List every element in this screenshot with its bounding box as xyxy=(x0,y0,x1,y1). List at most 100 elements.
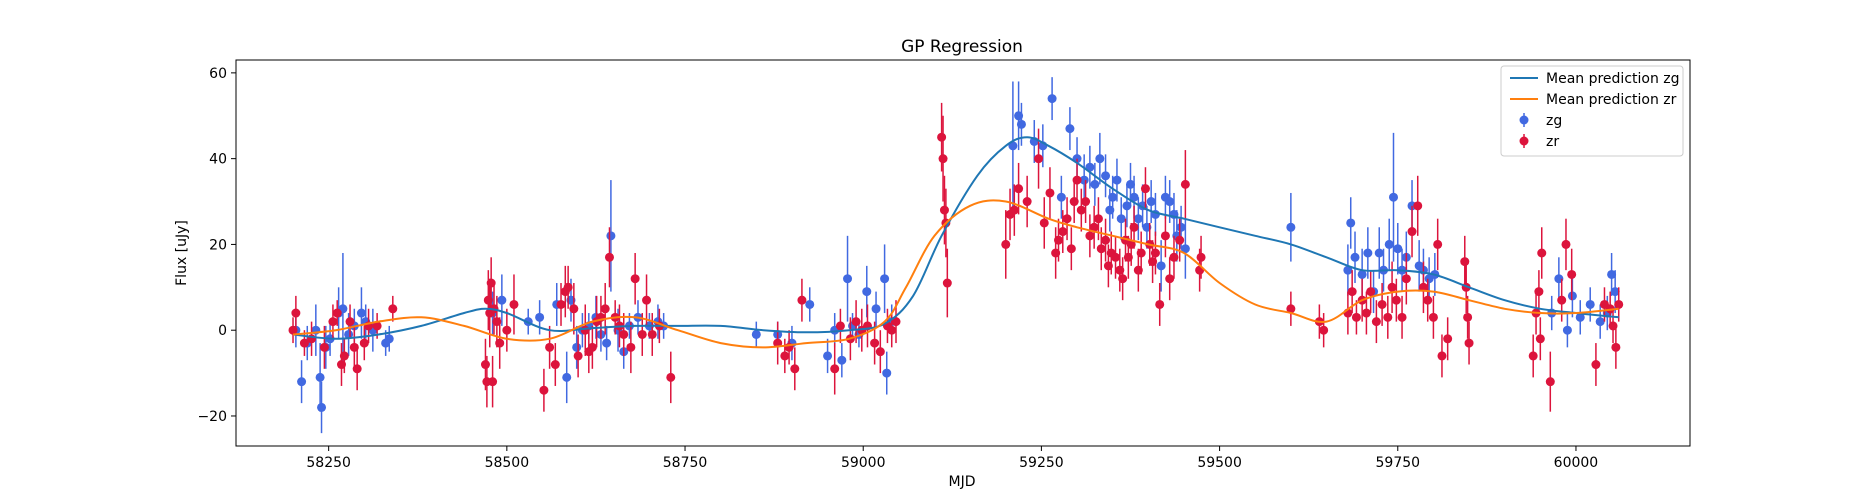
x-axis-label: MJD xyxy=(949,474,976,490)
data-point-zg xyxy=(1575,300,1585,335)
data-point-zr xyxy=(1169,235,1179,279)
plot-frame xyxy=(235,59,1691,447)
data-point-zr xyxy=(495,317,505,369)
data-point-zg xyxy=(1056,175,1066,219)
data-point-zr xyxy=(1096,227,1106,271)
data-point-zg xyxy=(823,338,833,374)
data-point-zr xyxy=(1085,214,1095,258)
x-tick-label: 58750 xyxy=(663,455,708,471)
data-point-zr xyxy=(1160,214,1170,258)
data-point-zr xyxy=(509,274,519,335)
data-point-zg xyxy=(1393,222,1403,275)
data-point-zr xyxy=(332,300,342,326)
data-point-zr xyxy=(600,283,610,335)
data-point-zr xyxy=(1165,257,1175,301)
data-point-zg xyxy=(1116,197,1126,241)
data-point-zg xyxy=(1101,154,1111,198)
data-point-zr xyxy=(619,313,629,356)
data-point-zr xyxy=(1413,175,1423,236)
data-point-zg xyxy=(1065,107,1075,151)
data-point-zr xyxy=(1537,227,1547,279)
data-point-zr xyxy=(1371,300,1381,344)
data-point-zr xyxy=(626,321,636,374)
legend-label-zr-points: zr xyxy=(1546,134,1559,150)
data-point-zr xyxy=(630,253,640,305)
data-point-zr xyxy=(1136,231,1146,275)
series-line-mean-prediction-zr xyxy=(292,199,1619,349)
data-point-zr xyxy=(1377,283,1387,326)
data-point-zr xyxy=(1591,343,1601,386)
series-zr-points xyxy=(288,102,1624,412)
data-point-zg xyxy=(1286,192,1296,262)
data-point-zr xyxy=(1009,184,1019,236)
data-points xyxy=(288,77,1624,434)
data-point-zr xyxy=(1045,167,1055,219)
data-point-zg xyxy=(606,180,616,292)
data-point-zr xyxy=(1391,278,1401,322)
data-point-zr xyxy=(488,355,498,408)
data-point-zr xyxy=(345,304,355,339)
data-point-zr xyxy=(1054,218,1064,262)
data-point-zg xyxy=(837,343,847,378)
data-point-zr xyxy=(1437,334,1447,378)
data-point-zg xyxy=(1346,197,1356,249)
data-point-zg xyxy=(871,291,881,326)
data-point-zr xyxy=(1423,278,1433,322)
data-point-zr xyxy=(1140,167,1150,211)
data-point-zr xyxy=(1001,210,1011,279)
data-point-zg xyxy=(356,287,366,339)
data-point-zg xyxy=(1180,218,1190,279)
data-point-zr xyxy=(1534,270,1544,314)
data-point-zr xyxy=(1407,205,1417,258)
data-point-zr xyxy=(1101,218,1111,262)
data-point-zg xyxy=(751,321,761,348)
data-point-zr xyxy=(573,334,583,378)
data-point-zg xyxy=(882,351,892,395)
data-point-zr xyxy=(502,308,512,352)
x-tick-label: 59250 xyxy=(1019,455,1064,471)
y-axis-label: Flux [uJy] xyxy=(174,220,190,286)
mean-prediction-lines xyxy=(292,136,1619,349)
data-point-zr xyxy=(939,175,949,245)
data-point-zg xyxy=(384,325,394,352)
data-point-zr xyxy=(1366,270,1376,314)
data-point-zg xyxy=(843,235,853,322)
series-line-mean-prediction-zg xyxy=(292,136,1619,340)
data-point-zr xyxy=(1567,248,1577,301)
data-point-zr xyxy=(1351,300,1361,335)
data-point-zr xyxy=(563,265,573,309)
x-tick-label: 58500 xyxy=(485,455,530,471)
data-point-zg xyxy=(1350,231,1360,284)
data-point-zr xyxy=(1535,317,1545,361)
y-axis: −20 0 20 40 60 xyxy=(197,66,236,425)
x-tick-label: 58250 xyxy=(306,455,351,471)
data-point-zr xyxy=(875,330,885,374)
data-point-zr xyxy=(1072,158,1082,202)
data-point-zr xyxy=(1464,321,1474,365)
legend-label-zg-points: zg xyxy=(1546,113,1562,129)
data-point-zr xyxy=(352,347,362,391)
data-point-zg xyxy=(1343,244,1353,296)
data-point-zr xyxy=(1118,257,1128,301)
data-point-zg xyxy=(535,300,545,335)
data-point-zr xyxy=(1058,210,1068,253)
data-point-zg xyxy=(602,325,612,361)
data-point-zg xyxy=(1108,175,1118,219)
data-point-zr xyxy=(780,338,790,374)
data-point-zg xyxy=(497,274,507,326)
data-point-zr xyxy=(1443,317,1453,361)
data-point-zr xyxy=(1196,235,1206,279)
data-point-zg xyxy=(1585,287,1595,322)
data-point-zg xyxy=(1047,77,1057,121)
data-point-zr xyxy=(1081,180,1091,223)
data-point-zr xyxy=(1155,283,1165,326)
data-point-zg xyxy=(1146,180,1156,223)
y-tick-label: 0 xyxy=(218,323,227,339)
legend-swatch-zr-points xyxy=(1519,134,1529,148)
legend-label-zg-line: Mean prediction zg xyxy=(1546,71,1680,87)
data-point-zr xyxy=(1076,188,1086,232)
data-point-zr xyxy=(1180,150,1190,219)
data-point-zr xyxy=(1428,295,1438,339)
data-point-zr xyxy=(647,313,657,356)
data-point-zr xyxy=(1066,227,1076,271)
